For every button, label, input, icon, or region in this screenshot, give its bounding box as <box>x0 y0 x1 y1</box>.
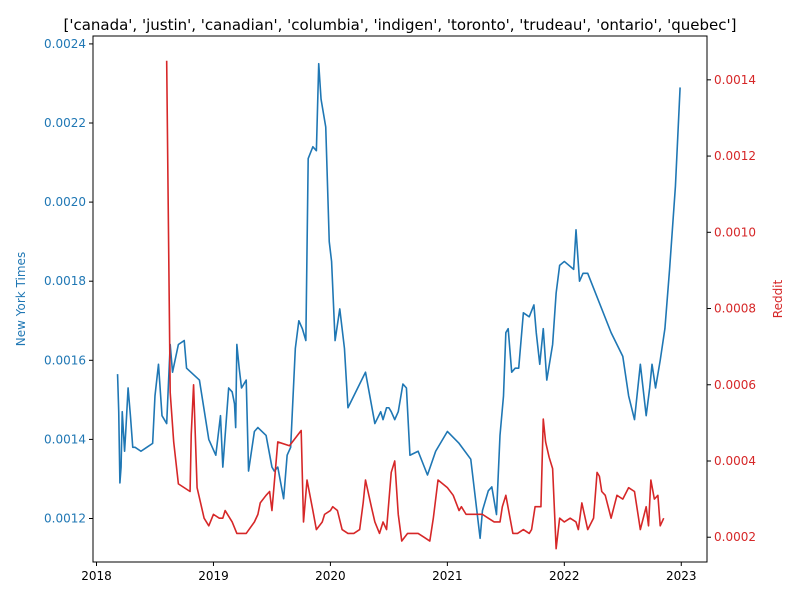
right-y-tick-label: 0.0014 <box>714 73 756 87</box>
reddit-series-line <box>165 60 665 550</box>
right-y-tick-label: 0.0004 <box>714 454 756 468</box>
nyt-series-line <box>116 62 681 540</box>
left-y-tick-label: 0.0022 <box>44 116 86 130</box>
x-tick-label: 2020 <box>315 569 346 583</box>
left-axis-label: New York Times <box>14 252 28 346</box>
left-y-tick-label: 0.0024 <box>44 37 86 51</box>
x-tick-label: 2023 <box>666 569 697 583</box>
x-tick-label: 2021 <box>432 569 463 583</box>
x-tick-label: 2022 <box>549 569 580 583</box>
left-y-tick-label: 0.0012 <box>44 511 86 525</box>
right-y-tick-label: 0.0010 <box>714 225 756 239</box>
chart-title: ['canada', 'justin', 'canadian', 'columb… <box>63 16 736 34</box>
right-axis-label: Reddit <box>771 279 785 318</box>
left-y-tick-label: 0.0014 <box>44 432 86 446</box>
plot-frame <box>92 35 708 563</box>
left-y-tick-label: 0.0018 <box>44 274 86 288</box>
right-y-tick-label: 0.0002 <box>714 530 756 544</box>
series-layer <box>116 60 681 550</box>
x-tick-label: 2019 <box>198 569 229 583</box>
x-tick-label: 2018 <box>81 569 112 583</box>
right-y-tick-label: 0.0006 <box>714 378 756 392</box>
left-y-tick-label: 0.0020 <box>44 195 86 209</box>
right-y-tick-label: 0.0008 <box>714 302 756 316</box>
right-y-tick-label: 0.0012 <box>714 149 756 163</box>
axes-layer: 2018 2019 2020 2021 2022 2023 0.0012 0.0014 0.00… <box>44 35 756 583</box>
left-y-tick-label: 0.0016 <box>44 353 86 367</box>
